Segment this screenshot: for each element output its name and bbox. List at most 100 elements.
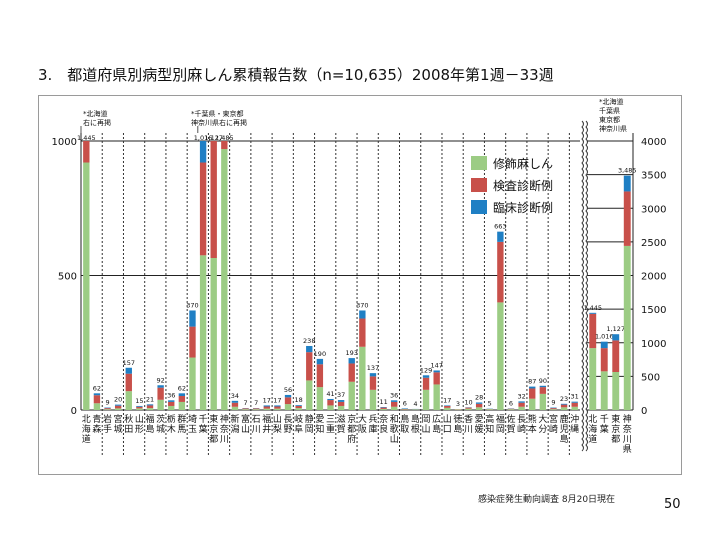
category-label-神奈川: 神 [220,413,229,425]
category-label-秋田: 田 [124,424,133,435]
bar-total-label: 17 [443,396,451,404]
category-label-福井: 井 [262,423,271,435]
bar-segment-大阪 [359,318,366,347]
category-label-静岡: 静 [305,413,314,425]
bar-segment-山口 [444,407,451,410]
bar-segment-千葉 [199,141,207,163]
category-label-山梨: 梨 [273,423,282,435]
bar-total-label: 15 [135,397,143,405]
category-label-鹿児島: 児 [560,424,569,435]
bar-segment-群馬 [178,401,186,410]
category-label-鳥取: 鳥 [400,413,409,425]
category-label-鹿児島: 島 [560,433,569,445]
category-label-山形: 形 [135,423,144,435]
category-label-愛知: 知 [315,423,324,435]
bar-total-label: 11 [379,398,387,406]
right-category-label-神奈川県: 川 [623,435,632,445]
category-label-福島: 福 [146,413,155,425]
right-category-label-北海道: 海 [588,423,597,435]
right-bar-segment-北海道 [589,312,597,314]
bar-segment-三重 [327,405,334,410]
bar-segment-新潟 [231,400,239,403]
bar-segment-千葉 [199,162,207,256]
bar-total-label: 6 [403,399,407,407]
bar-total-label: 92 [156,376,164,384]
bar-total-label: 9 [551,399,555,407]
bar-segment-大分 [539,385,547,388]
bar-segment-静岡 [306,352,313,381]
bar-segment-茨城 [157,387,164,400]
bar-segment-大阪 [359,346,366,410]
right-tick-label: 1000 [641,339,666,350]
axis-break-mark [581,120,584,452]
bar-segment-鹿児島 [560,407,568,410]
category-label-愛知: 愛 [315,413,324,425]
bar-total-label: 370 [186,301,198,309]
bar-total-label: 41 [326,390,334,398]
bar-segment-奈良 [380,407,387,409]
annotation-text: *千葉県・東京都 [191,109,244,118]
right-bar-segment-神奈川県 [623,191,631,246]
bar-segment-青森 [93,393,101,396]
bar-total-label: 4 [413,400,417,408]
right-bar-segment-千葉 [600,371,608,410]
bar-segment-神奈川 [221,149,228,410]
right-category-label-東京都: 京 [611,423,620,435]
right-tick-label: 3000 [641,204,666,215]
bar-total-label: 193 [346,349,358,357]
category-label-熊本: 本 [528,423,537,435]
right-category-label-北海道: 北 [588,414,597,425]
stacked-bar-chart: 0 500 1000 0 500 1000 1500 2000 2500 3000 3500 4000… [52,97,666,456]
category-label-和歌山: 和 [390,414,399,425]
bar-segment-沖縄 [571,401,578,403]
bar-segment-宮城 [114,405,122,409]
right-tick-label: 4000 [641,137,666,148]
bar-segment-大分 [539,387,547,394]
category-label-和歌山: 山 [390,434,399,445]
bar-total-label: 190 [314,350,326,358]
category-label-福島: 島 [146,423,155,435]
legend-label: 検査診断例 [493,178,553,193]
category-label-島根: 島 [411,413,420,425]
bar-segment-広島 [433,384,440,410]
legend-swatch [471,200,487,214]
right-tick-label: 2500 [641,238,666,249]
bar-segment-富山 [242,409,249,410]
bar-segment-福井 [263,405,270,407]
bar-segment-長崎 [518,401,525,403]
bar-segment-兵庫 [369,389,377,410]
bar-segment-奈良 [380,407,387,408]
page-number: 50 [664,497,681,512]
category-label-山形: 山 [135,414,144,425]
category-label-京都府: 京 [347,413,356,425]
category-label-香川: 香 [464,414,473,425]
bar-segment-福島 [146,405,154,409]
bar-segment-愛知 [316,358,324,365]
right-bar-segment-東京都 [612,334,620,341]
right-bar-total-label: 3,485 [618,167,637,175]
axis-break-mark [585,120,588,452]
bar-segment-秋田 [125,367,132,374]
left-tick-label: 500 [58,272,77,283]
category-label-栃木: 栃 [167,413,176,425]
bar-segment-秋田 [125,391,132,410]
category-label-富山: 富 [241,413,250,425]
category-label-徳島: 徳 [453,413,462,425]
bar-total-label: 663 [494,223,506,231]
bar-segment-愛媛 [475,407,483,410]
category-label-東京都: 都 [209,434,218,445]
category-label-石川: 石 [252,415,261,425]
bar-segment-群馬 [178,393,186,397]
category-label-岐阜: 阜 [294,423,303,435]
bar-segment-岡山 [422,389,430,410]
bar-total-label: 157 [123,359,135,367]
left-tick-label: 1000 [52,137,77,148]
bar-segment-山梨 [274,408,281,410]
right-category-label-神奈川県: 奈 [623,423,632,435]
annotation-text: 右に再掲 [83,118,111,127]
category-label-山口: 口 [443,425,452,435]
bar-total-label: 9 [105,399,109,407]
category-label-大阪: 阪 [358,424,367,435]
bar-segment-千葉 [199,255,207,410]
bar-segment-佐賀 [507,408,515,410]
